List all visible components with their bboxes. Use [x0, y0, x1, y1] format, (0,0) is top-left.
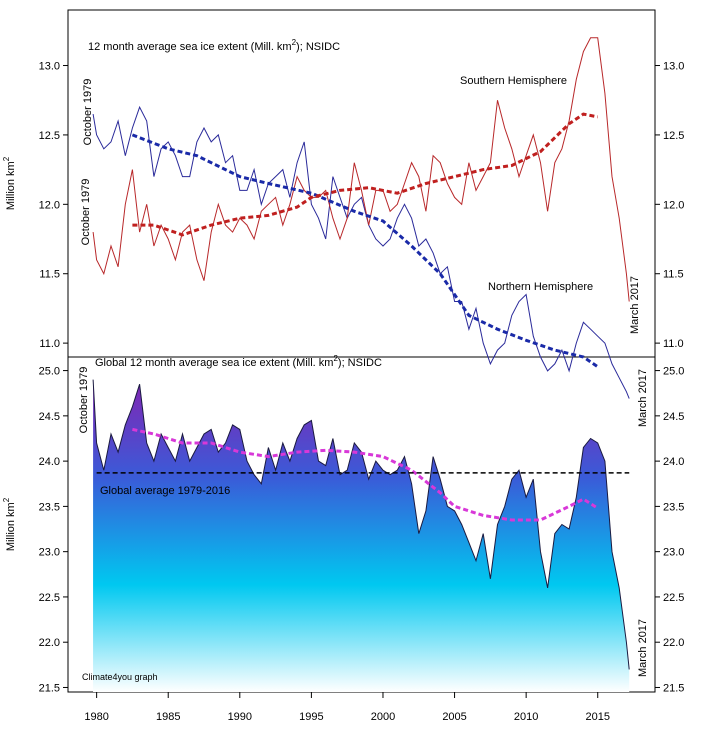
- y-tick-label: 11.5: [39, 269, 60, 281]
- y-tick-label-right: 22.5: [663, 592, 684, 604]
- plot-frame: [67, 9, 656, 358]
- y-tick-label: 21.5: [39, 682, 60, 694]
- title-part: 12 month average sea ice extent (Mill. k…: [88, 41, 292, 53]
- superscript: 2: [292, 38, 297, 47]
- x-tick-label: 2005: [442, 711, 466, 723]
- reference-label: Global average 1979-2016: [100, 485, 230, 497]
- title-part: ); NSIDC: [296, 41, 340, 53]
- y-tick-label: 12.0: [39, 199, 60, 211]
- x-tick-label: 1985: [156, 711, 180, 723]
- y-tick-label-right: 13.0: [663, 61, 684, 73]
- superscript: 2: [2, 497, 11, 502]
- superscript: 2: [2, 156, 11, 161]
- y-tick-label: 12.5: [39, 130, 60, 142]
- trend-line: [132, 112, 598, 237]
- y-tick-label-right: 24.5: [663, 411, 684, 423]
- y-tick-label: 25.0: [39, 366, 60, 378]
- y-axis-label: Million km2: [2, 497, 17, 551]
- trend-line: [131, 133, 599, 368]
- date-annotation: March 2017: [637, 619, 649, 677]
- x-tick-label: 1990: [228, 711, 252, 723]
- superscript: 2: [333, 354, 338, 363]
- trend-line: [132, 427, 599, 522]
- series-line: [92, 37, 630, 302]
- date-annotation: October 1979: [78, 367, 90, 434]
- label-part: Million km: [5, 502, 17, 551]
- x-tick-label: 2000: [371, 711, 395, 723]
- date-annotation: October 1979: [80, 179, 92, 246]
- y-tick-label-right: 23.0: [663, 547, 684, 559]
- date-annotation: March 2017: [629, 276, 641, 334]
- y-tick-label: 23.5: [39, 501, 60, 513]
- y-tick-label-right: 21.5: [663, 682, 684, 694]
- date-annotation: March 2017: [637, 369, 649, 427]
- y-axis-label: Million km2: [2, 156, 17, 210]
- label-part: Million km: [5, 161, 17, 210]
- y-tick-label-right: 11.0: [663, 338, 684, 350]
- panel-title: 12 month average sea ice extent (Mill. k…: [88, 38, 340, 53]
- x-tick-label: 1980: [84, 711, 108, 723]
- y-tick-label-right: 11.5: [663, 269, 684, 281]
- series-line: [92, 105, 630, 399]
- area-fill: [93, 379, 630, 692]
- x-tick-label: 2010: [514, 711, 538, 723]
- credit-annotation: Climate4you graph: [82, 672, 158, 682]
- y-tick-label: 13.0: [39, 61, 60, 73]
- y-tick-label-right: 22.0: [663, 637, 684, 649]
- date-annotation: October 1979: [82, 79, 94, 146]
- y-tick-label: 23.0: [39, 547, 60, 559]
- series-label: Southern Hemisphere: [460, 75, 567, 87]
- title-part: ); NSIDC: [338, 357, 382, 369]
- y-tick-label: 22.5: [39, 592, 60, 604]
- x-tick-label: 2015: [585, 711, 609, 723]
- y-tick-label: 22.0: [39, 637, 60, 649]
- x-tick-label: 1995: [299, 711, 323, 723]
- y-tick-label-right: 12.5: [663, 130, 684, 142]
- y-tick-label-right: 12.0: [663, 199, 684, 211]
- y-tick-label: 24.5: [39, 411, 60, 423]
- y-tick-label: 24.0: [39, 456, 60, 468]
- series-label: Northern Hemisphere: [488, 281, 593, 293]
- y-tick-label-right: 23.5: [663, 501, 684, 513]
- y-tick-label-right: 25.0: [663, 366, 684, 378]
- y-tick-label-right: 24.0: [663, 456, 684, 468]
- y-tick-label: 11.0: [39, 338, 60, 350]
- panel-title: Global 12 month average sea ice extent (…: [95, 354, 382, 369]
- title-part: Global 12 month average sea ice extent (…: [95, 357, 333, 369]
